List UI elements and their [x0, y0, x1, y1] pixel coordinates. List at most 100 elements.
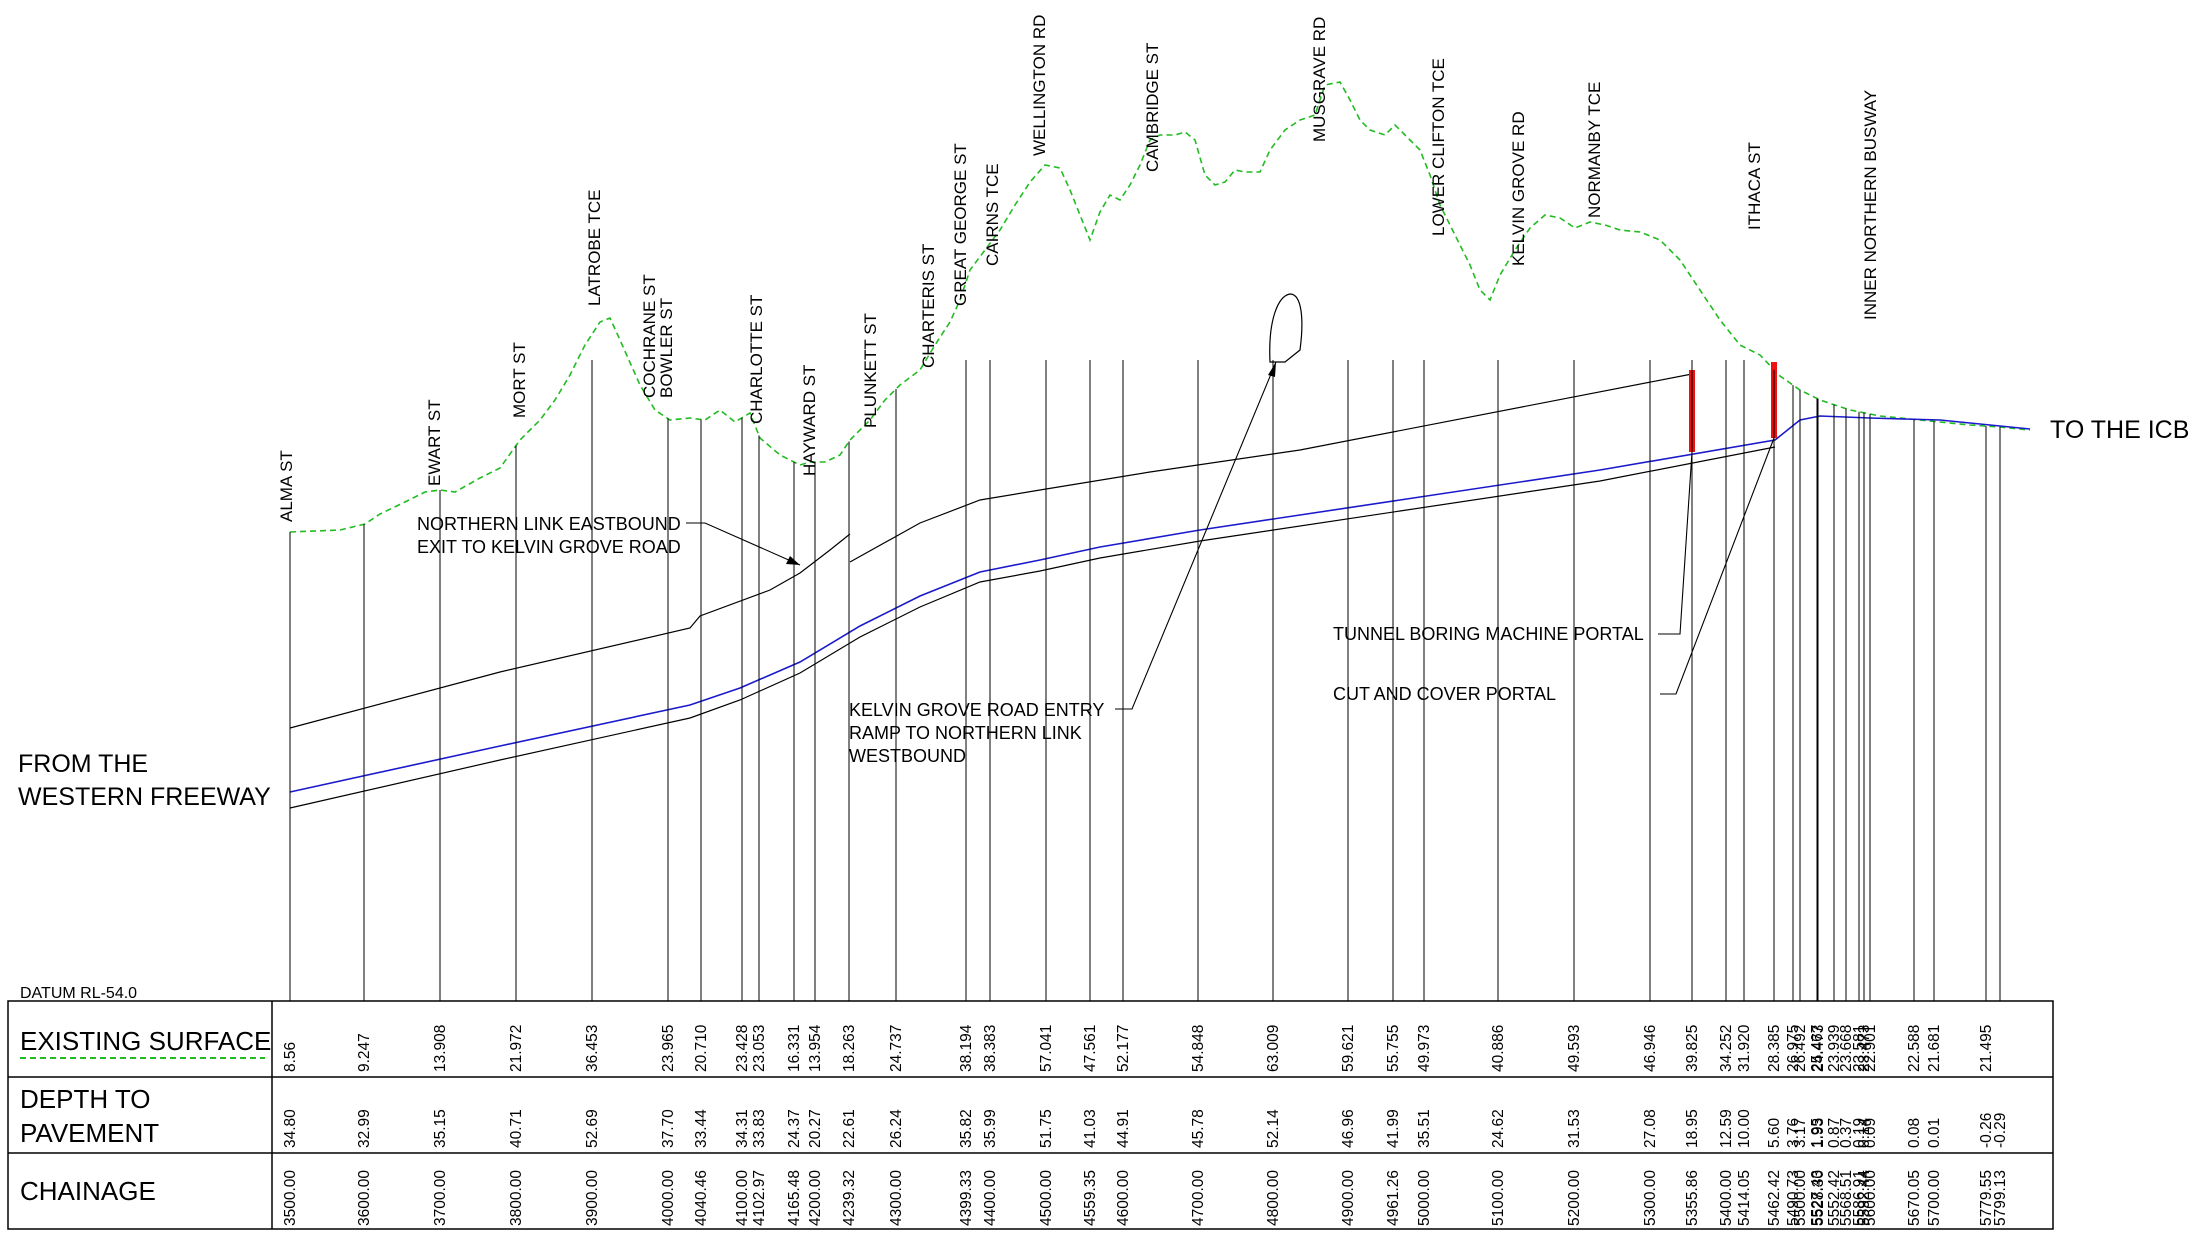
street-label: MUSGRAVE RD — [1310, 17, 1329, 142]
street-label: ALMA ST — [277, 450, 296, 522]
depth-cell: 5.60 — [1766, 1117, 1783, 1148]
surface-cell: 20.710 — [693, 1024, 710, 1072]
chainage-cell: 3900.00 — [584, 1170, 601, 1226]
cut-cover-portal-leader — [1660, 437, 1775, 695]
depth-cell: 0.09 — [1862, 1118, 1879, 1148]
depth-cell: 32.99 — [356, 1109, 373, 1148]
chainage-cell: 5700.00 — [1926, 1170, 1943, 1226]
chainage-cell: 5200.00 — [1566, 1170, 1583, 1226]
street-label: KELVIN GROVE RD — [1509, 111, 1528, 266]
chainage-cell: 4700.00 — [1190, 1170, 1207, 1226]
surface-cell: 26.492 — [1792, 1025, 1809, 1072]
row-label-depth-1: DEPTH TO — [20, 1084, 151, 1114]
depth-cell: 20.27 — [807, 1109, 824, 1148]
surface-cell: 18.263 — [841, 1025, 858, 1072]
chainage-cell: 5462.42 — [1766, 1170, 1783, 1226]
from-label-1: FROM THE — [18, 750, 148, 778]
surface-cell: 13.908 — [432, 1025, 449, 1072]
chainage-cell: 5100.00 — [1490, 1170, 1507, 1226]
depth-cell: 33.44 — [693, 1109, 710, 1148]
street-label: COCHRANE ST — [640, 274, 659, 398]
street-label: CAMBRIDGE ST — [1143, 43, 1162, 172]
tbm-portal-leader — [1658, 451, 1693, 635]
row-label-existing-surface: EXISTING SURFACE — [20, 1026, 271, 1056]
chainage-cell: 5414.05 — [1736, 1170, 1753, 1226]
surface-cell: 49.593 — [1566, 1025, 1583, 1072]
surface-cell: 49.973 — [1416, 1025, 1433, 1072]
depth-cell: 0.19 — [1851, 1118, 1868, 1148]
depth-cell: -0.29 — [1992, 1113, 2009, 1148]
chainage-cell: 5490.73 — [1785, 1170, 1802, 1226]
chainage-cell: 3700.00 — [432, 1170, 449, 1226]
depth-cell: 10.00 — [1736, 1109, 1753, 1148]
surface-cell: 22.588 — [1906, 1025, 1923, 1072]
chainage-cell: 5799.13 — [1992, 1170, 2009, 1226]
surface-cell: 46.946 — [1642, 1025, 1659, 1072]
surface-cell: 23.053 — [751, 1025, 768, 1072]
street-labels: ALMA ST EWART ST MORT ST LATROBE TCE COCHRAN… — [277, 15, 1880, 522]
chainage-cell: 5527.43 — [1809, 1170, 1826, 1226]
depth-cell: 12.59 — [1718, 1109, 1735, 1148]
surface-cell: 59.621 — [1340, 1025, 1357, 1072]
entry-ramp-leader — [1115, 361, 1277, 710]
street-label: NORMANBY TCE — [1585, 82, 1604, 218]
depth-cell: 31.53 — [1566, 1109, 1583, 1148]
depth-cell: -0.26 — [1978, 1113, 1995, 1148]
existing-surface-line — [289, 81, 2031, 533]
chainage-cell: 4400.00 — [982, 1170, 999, 1226]
depth-cell: 46.96 — [1340, 1109, 1357, 1148]
surface-cell: 25.467 — [1809, 1025, 1826, 1072]
surface-cell: 40.886 — [1490, 1025, 1507, 1072]
street-label: BOWLER ST — [657, 298, 676, 398]
surface-cell: 21.681 — [1926, 1025, 1943, 1072]
surface-cell: 21.972 — [508, 1025, 525, 1072]
surface-cell: 8.56 — [282, 1042, 299, 1072]
chainage-cell: 3600.00 — [356, 1170, 373, 1226]
surface-cell: 23.668 — [1838, 1025, 1855, 1072]
datum-label: DATUM RL-54.0 — [20, 985, 137, 1002]
depth-cell: 35.51 — [1416, 1109, 1433, 1148]
ramp-structure-outline — [1269, 293, 1303, 363]
depth-cell: 0.87 — [1826, 1118, 1843, 1148]
surface-cell: 24.737 — [888, 1025, 905, 1072]
from-label-2: WESTERN FREEWAY — [18, 783, 271, 811]
depth-cell: 0.01 — [1926, 1118, 1943, 1148]
chainage-cell: 4239.32 — [841, 1170, 858, 1226]
depth-cell: 22.61 — [841, 1109, 858, 1148]
entry-ramp-arrowhead — [1268, 362, 1276, 377]
surface-cell: 16.331 — [786, 1025, 803, 1072]
chainage-cell: 5592.44 — [1856, 1170, 1873, 1226]
street-label: CHARTERIS ST — [919, 244, 938, 368]
chainage-lines — [289, 360, 2001, 1001]
chainage-cell: 4100.00 — [734, 1170, 751, 1226]
surface-cell: 63.009 — [1265, 1025, 1282, 1072]
chainage-cell: 5300.00 — [1642, 1170, 1659, 1226]
depth-cell: 44.91 — [1115, 1109, 1132, 1148]
depth-cell: 0.37 — [1838, 1118, 1855, 1148]
depth-cell: 18.95 — [1684, 1109, 1701, 1148]
surface-cell: 28.385 — [1766, 1025, 1783, 1072]
to-label: TO THE ICB — [2050, 416, 2189, 444]
eastbound-leader — [686, 522, 801, 566]
depth-cell: 0.14 — [1856, 1117, 1873, 1148]
chainage-cell: 4102.97 — [751, 1170, 768, 1226]
chainage-cell: 5500.00 — [1792, 1170, 1809, 1226]
surface-cell: 31.920 — [1736, 1024, 1753, 1072]
street-label: HAYWARD ST — [800, 365, 819, 476]
depth-cell: 26.24 — [888, 1109, 905, 1148]
depth-cell: 24.62 — [1490, 1109, 1507, 1148]
entry-ramp-label-2: RAMP TO NORTHERN LINK — [849, 723, 1082, 743]
surface-cell: 24.473 — [1810, 1025, 1827, 1072]
street-label: CAIRNS TCE — [983, 163, 1002, 266]
chainage-cell: 5779.55 — [1978, 1170, 1995, 1226]
tunnel-top-line-east — [849, 373, 1693, 563]
surface-cell: 55.755 — [1385, 1025, 1402, 1072]
surface-cell: 26.975 — [1785, 1025, 1802, 1072]
depth-cell: 27.08 — [1642, 1109, 1659, 1148]
surface-cell: 13.954 — [807, 1024, 824, 1072]
tbm-portal-label: TUNNEL BORING MACHINE PORTAL — [1333, 624, 1644, 644]
chainage-cell: 5528.30 — [1810, 1170, 1827, 1226]
depth-cell: 35.99 — [982, 1109, 999, 1148]
tunnel-bottom-line — [289, 446, 1776, 809]
street-label: PLUNKETT ST — [861, 313, 880, 428]
